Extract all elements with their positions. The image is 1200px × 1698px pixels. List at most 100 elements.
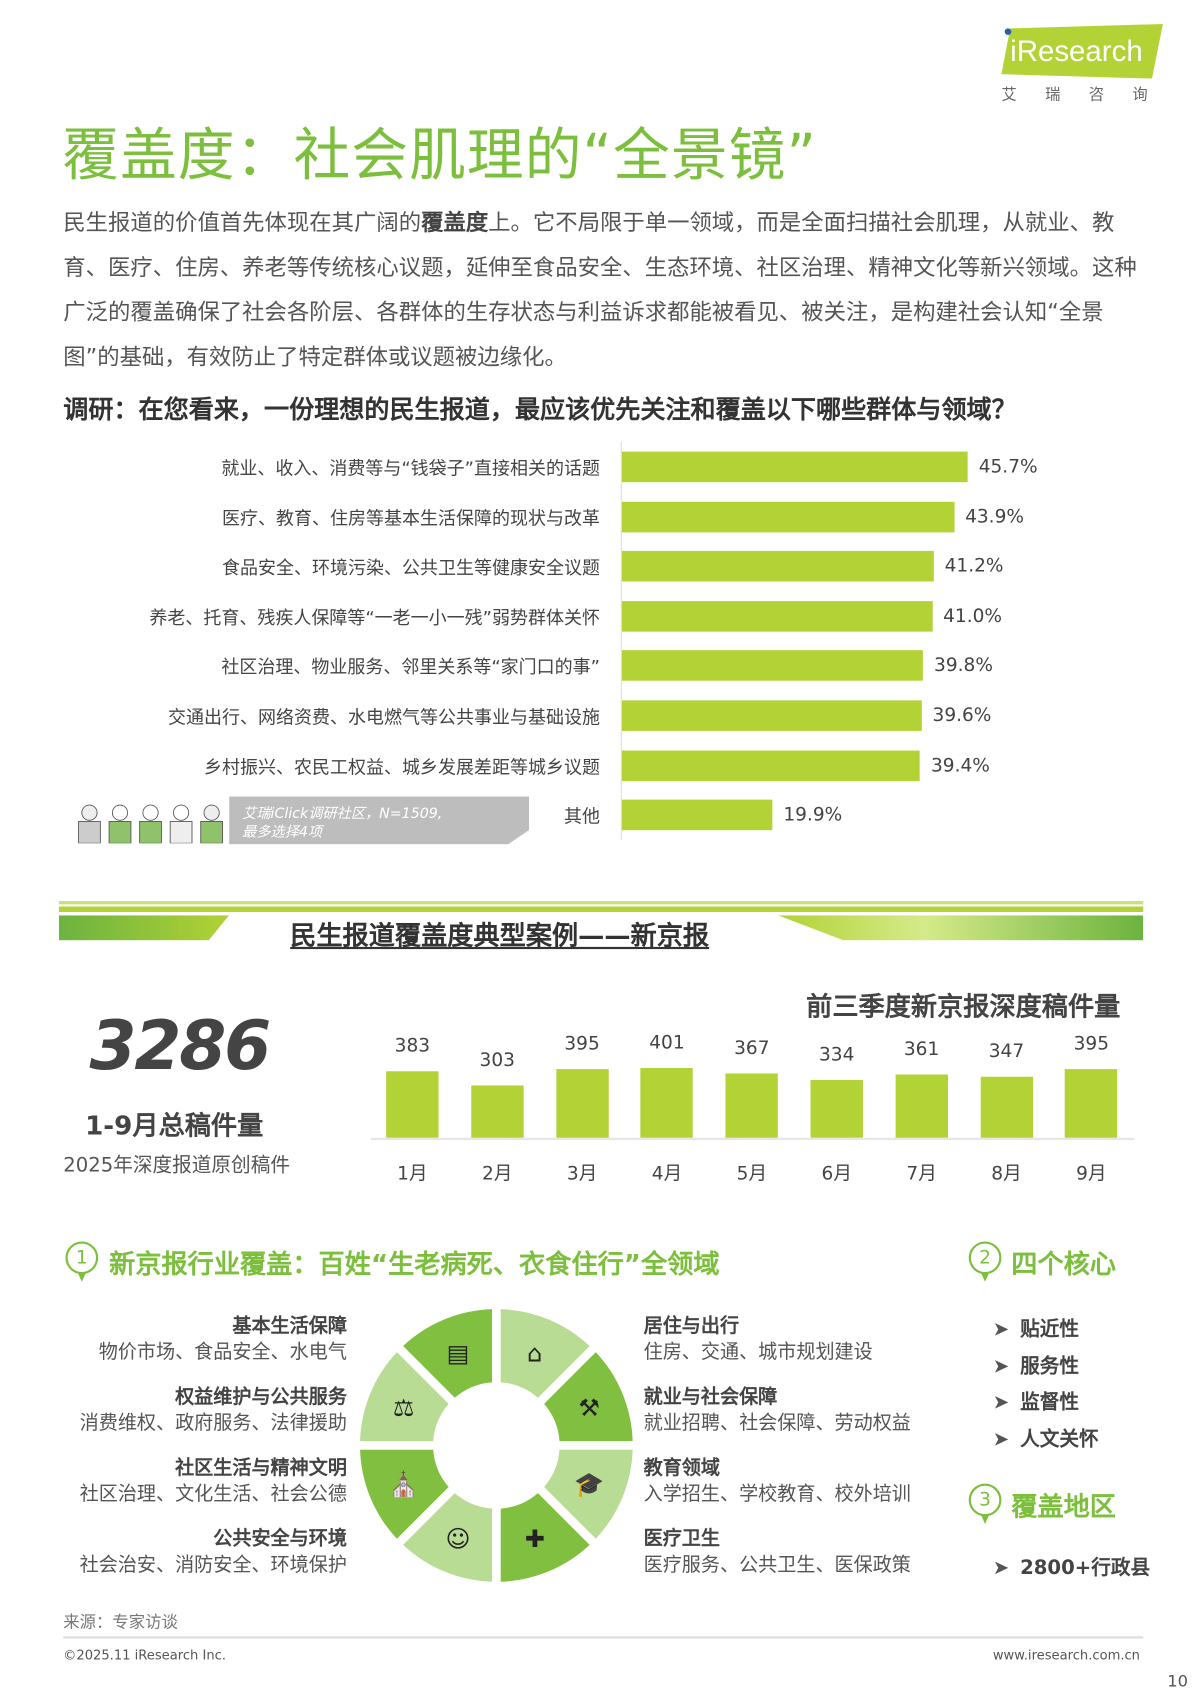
bar bbox=[621, 451, 968, 483]
domain-right: 就业与社会保障就业招聘、社会保障、劳动权益 bbox=[644, 1384, 911, 1436]
bar bbox=[621, 501, 955, 532]
month-label: 5月 bbox=[736, 1162, 768, 1185]
core-label: 人文关怀 bbox=[1020, 1427, 1099, 1451]
bar-value-label: 39.6% bbox=[932, 704, 992, 727]
ring-segment bbox=[500, 1309, 590, 1398]
ring-segment bbox=[544, 1449, 633, 1539]
bar-label: 乡村振兴、农民工权益、城乡发展差距等城乡议题 bbox=[203, 756, 600, 778]
domain-title: 社区生活与精神文明 bbox=[175, 1457, 347, 1480]
shop-cart-icon: ▤ bbox=[447, 1339, 470, 1367]
domain-topics: 入学招生、学校教育、校外培训 bbox=[643, 1483, 911, 1506]
bar bbox=[810, 1079, 863, 1138]
bar-value-label: 41.0% bbox=[943, 605, 1003, 628]
bar-label: 交通出行、网络资费、水电燃气等公共事业与基础设施 bbox=[167, 706, 600, 728]
website-url: www.iresearch.com.cn bbox=[992, 1647, 1140, 1663]
domain-left: 社区生活与精神文明社区治理、文化生活、社会公德 bbox=[80, 1455, 347, 1507]
medical-kit-icon: ✚ bbox=[525, 1525, 545, 1553]
domain-topics: 就业招聘、社会保障、劳动权益 bbox=[643, 1412, 911, 1435]
domain-title: 权益维护与公共服务 bbox=[175, 1386, 347, 1409]
divider-line bbox=[58, 906, 1144, 912]
arrow-icon: ➤ bbox=[992, 1317, 1010, 1341]
bar-value-label: 401 bbox=[649, 1031, 685, 1054]
copyright: ©2025.11 iResearch Inc. bbox=[63, 1647, 227, 1663]
bar-value-label: 347 bbox=[988, 1041, 1025, 1064]
arrow-icon: ➤ bbox=[992, 1354, 1010, 1378]
bar bbox=[621, 600, 933, 632]
page-title: 覆盖度：社会肌理的“全景镜” bbox=[62, 123, 817, 189]
monthly-chart-title: 前三季度新京报深度稿件量 bbox=[806, 991, 1121, 1023]
region-item: ➤ 2800+行政县 bbox=[992, 1556, 1151, 1580]
bar-value-label: 303 bbox=[479, 1048, 515, 1071]
house-people-icon: ⌂ bbox=[527, 1339, 542, 1367]
month-label: 9月 bbox=[1076, 1162, 1107, 1185]
domain-topics: 消费维权、政府服务、法律援助 bbox=[79, 1412, 347, 1435]
core-item: ➤ 监督性 bbox=[993, 1387, 1079, 1415]
domain-topics: 住房、交通、城市规划建设 bbox=[643, 1341, 873, 1364]
arrow-icon: ➤ bbox=[992, 1390, 1010, 1414]
coverage-ring: ⌂ ⚒ 🎓 ✚ ☺ ⛪ ⚖ ▤ bbox=[360, 1309, 633, 1582]
bar bbox=[640, 1067, 694, 1138]
domain-title: 医疗卫生 bbox=[643, 1528, 720, 1551]
header-decor-right bbox=[777, 915, 1144, 941]
domain-left: 公共安全与环境 社会治安、消防安全、环境保护 bbox=[80, 1526, 347, 1578]
bar-label: 医疗、教育、住房等基本生活保障的现状与改革 bbox=[221, 507, 600, 529]
graduation-cap-icon: 🎓 bbox=[574, 1471, 604, 1499]
ring-segment bbox=[403, 1309, 492, 1398]
ring-segment bbox=[360, 1449, 449, 1539]
ring-segment bbox=[403, 1493, 492, 1582]
bar-value-label: 39.8% bbox=[934, 654, 993, 677]
survey-question: 调研：在您看来，一份理想的民生报道，最应该优先关注和覆盖以下哪些群体与领域？ bbox=[63, 395, 1017, 425]
month-label: 4月 bbox=[651, 1162, 683, 1185]
domain-topics: 社区治理、文化生活、社会公德 bbox=[79, 1483, 347, 1506]
bar bbox=[386, 1070, 439, 1138]
ring-segment bbox=[500, 1493, 590, 1582]
chart-baseline bbox=[370, 1137, 1135, 1140]
core-item: ➤ 人文关怀 bbox=[993, 1423, 1099, 1451]
month-label: 2月 bbox=[482, 1162, 513, 1185]
domain-right: 医疗卫生医疗服务、公共卫生、医保政策 bbox=[644, 1526, 911, 1578]
month-label: 8月 bbox=[991, 1162, 1022, 1185]
domain-right: 教育领域入学招生、学校教育、校外培训 bbox=[644, 1455, 911, 1507]
bar-value-label: 334 bbox=[819, 1043, 855, 1066]
source-note: 来源：专家访谈 bbox=[63, 1612, 178, 1632]
bar-value-label: 41.2% bbox=[944, 555, 1004, 578]
bar-value-label: 39.4% bbox=[930, 754, 990, 777]
people-illustration bbox=[78, 804, 223, 844]
domain-title: 就业与社会保障 bbox=[643, 1386, 778, 1409]
bar-label: 其他 bbox=[563, 806, 600, 828]
domain-title: 基本生活保障 bbox=[232, 1315, 347, 1338]
month-label: 3月 bbox=[566, 1162, 598, 1185]
domain-title: 教育领域 bbox=[643, 1457, 720, 1480]
domain-topics: 医疗服务、公共卫生、医保政策 bbox=[643, 1554, 911, 1577]
total-count: 3286 bbox=[89, 1005, 271, 1086]
domain-left: 权益维护与公共服务消费维权、政府服务、法律援助 bbox=[80, 1384, 347, 1436]
survey-note-box bbox=[229, 796, 530, 845]
arrow-icon: ➤ bbox=[992, 1427, 1010, 1451]
bar bbox=[621, 700, 922, 731]
core-item: ➤ 贴近性 bbox=[993, 1313, 1079, 1341]
month-label: 6月 bbox=[821, 1162, 852, 1185]
bar-label: 养老、托育、残疾人保障等“一老一小一残”弱势群体关怀 bbox=[149, 607, 600, 629]
bar bbox=[621, 799, 773, 831]
case-title: 民生报道覆盖度典型案例——新京报 bbox=[290, 920, 710, 952]
core-item: ➤ 服务性 bbox=[993, 1350, 1079, 1378]
bar bbox=[555, 1068, 609, 1138]
page-number: 10 bbox=[1167, 1671, 1189, 1691]
domain-topics: 社会治安、消防安全、环境保护 bbox=[79, 1554, 347, 1577]
core-label: 贴近性 bbox=[1020, 1317, 1080, 1341]
survey-note: 艾瑞iClick调研社区，N=1509, 最多选择4项 bbox=[242, 806, 443, 842]
section3-title: 覆盖地区 bbox=[1011, 1491, 1116, 1522]
section2-title: 四个核心 bbox=[1011, 1249, 1116, 1280]
header-decor-left bbox=[58, 915, 230, 941]
bar-value-label: 383 bbox=[394, 1034, 431, 1057]
logo-chinese: 艾瑞咨询 bbox=[1001, 86, 1176, 104]
domain-right: 居住与出行 住房、交通、城市规划建设 bbox=[644, 1313, 873, 1365]
bar bbox=[1065, 1068, 1118, 1138]
bar-value-label: 361 bbox=[903, 1038, 940, 1061]
ring-segment bbox=[544, 1352, 633, 1442]
bar bbox=[621, 650, 924, 682]
bar-label: 食品安全、环境污染、公共卫生等健康安全议题 bbox=[221, 557, 600, 579]
bar-label: 就业、收入、消费等与“钱袋子”直接相关的话题 bbox=[221, 458, 600, 479]
bar bbox=[980, 1077, 1033, 1138]
bar-value-label: 395 bbox=[564, 1032, 600, 1055]
